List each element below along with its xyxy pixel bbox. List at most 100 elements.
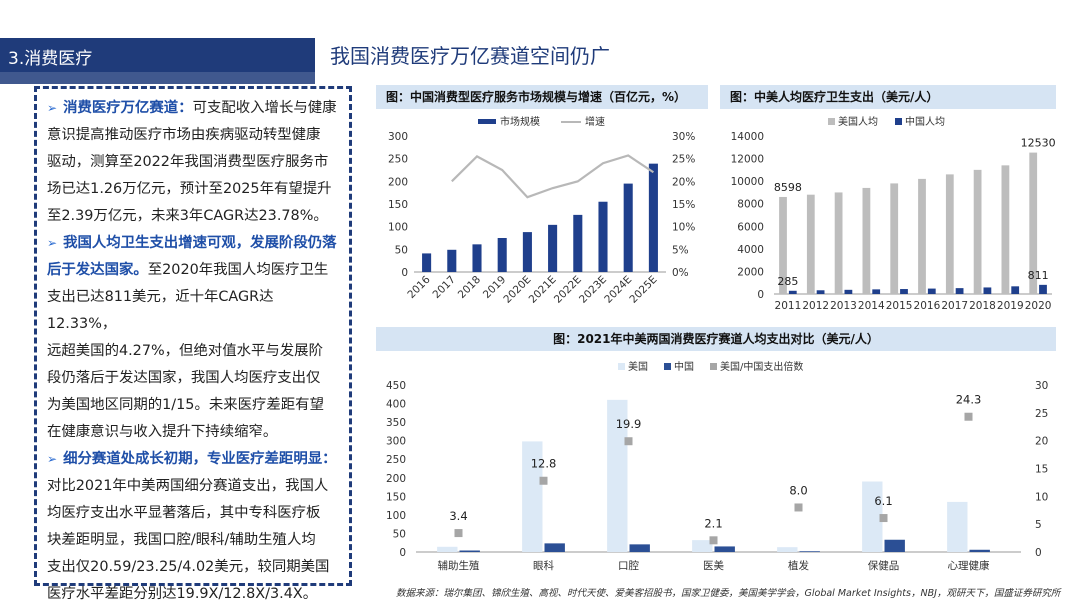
bar <box>573 214 583 272</box>
y2-tick-label: 30% <box>672 131 695 143</box>
legend-label: 美国 <box>628 360 648 373</box>
bar-cn <box>900 289 908 294</box>
bullet-3-highlight: 细分赛道处成长初期，专业医疗差距明显： <box>63 451 337 467</box>
legend-swatch <box>664 363 671 370</box>
bullet-line: 块差距明显，我国口腔/眼科/辅助生殖人均 <box>47 532 316 548</box>
bar-cn <box>983 287 992 294</box>
bar-us <box>607 399 628 552</box>
ratio-label: 19.9 <box>616 417 642 431</box>
ratio-point <box>964 412 973 421</box>
bar <box>648 163 658 272</box>
y2-tick-label: 15% <box>672 199 695 211</box>
x-tick-label: 2014 <box>858 300 885 312</box>
bar-us <box>522 441 543 552</box>
y-tick-label: 250 <box>388 154 408 166</box>
per-capita-svg: 美国人均 中国人均 0 2000 4000 6000 8000 10000 12000 14000… <box>731 115 1056 312</box>
bullet-2: ➢ 我国人均卫生支出增速可观，发展阶段仍落后于发达国家。至2020年我国人均医疗卫… <box>47 230 341 446</box>
bar-cn <box>459 550 480 552</box>
y2-tick-label: 0 <box>1035 547 1042 559</box>
bullet-line: 为美国地区同期的1/15。未来医疗差距有望 <box>47 397 324 413</box>
x-tick-label: 2015 <box>886 300 913 312</box>
bar-us <box>1001 165 1010 294</box>
y2-tick-label: 20 <box>1035 436 1048 448</box>
x-tick-label: 植发 <box>788 559 809 572</box>
bar-cn <box>788 290 797 294</box>
bar <box>623 183 633 272</box>
bar-us <box>692 540 713 552</box>
bar-us <box>834 192 843 294</box>
x-tick-label: 2023E <box>577 274 609 306</box>
x-tick-label: 保健品 <box>868 559 900 572</box>
x-tick-label: 2018 <box>456 274 483 301</box>
x-tick-label: 2017 <box>941 300 968 312</box>
x-tick-label: 辅助生殖 <box>438 559 480 572</box>
y2-tick-label: 5% <box>672 244 689 256</box>
x-tick-label: 2025E <box>627 274 659 306</box>
y-tick-label: 50 <box>393 528 406 540</box>
bar-us <box>862 187 871 294</box>
y2-tick-label: 5 <box>1035 519 1042 531</box>
x-tick-label: 2011 <box>775 300 802 312</box>
bar-cn <box>955 288 964 294</box>
y2-tick-label: 10% <box>672 222 695 234</box>
y-tick-label: 450 <box>386 380 406 392</box>
x-tick-label: 2022E <box>552 274 584 306</box>
ratio-point <box>624 437 633 446</box>
bullet-2-highlight: 我国人均卫生支出增速可观，发展阶段仍落后于发达国家。 <box>47 235 337 278</box>
bar <box>522 232 532 272</box>
arrow-icon: ➢ <box>47 452 58 466</box>
bullet-line: 均医疗支出水平显著落后，其中专科医疗板 <box>47 505 321 521</box>
bar-cn <box>872 289 881 294</box>
section-tab: 3.消费医疗 <box>0 38 315 72</box>
bullet-line: 在健康意识与收入提升下持续缩窄。 <box>47 424 278 440</box>
bullet-line: 可支配收入增长与健康 <box>192 100 337 116</box>
ratio-label: 24.3 <box>956 393 982 407</box>
bullet-line: 驱动，测算至2022年我国消费型医疗服务市 <box>47 154 329 170</box>
x-tick-label: 心理健康 <box>948 559 990 572</box>
y-tick-label: 250 <box>386 454 406 466</box>
bullet-1: ➢ 消费医疗万亿赛道：可支配收入增长与健康 意识提高推动医疗市场由疾病驱动转型健康… <box>47 95 341 230</box>
bar-us <box>777 547 798 552</box>
bar-us <box>862 481 883 552</box>
bar-us <box>973 169 982 294</box>
x-tick-label: 眼科 <box>533 559 554 572</box>
ratio-label: 8.0 <box>789 483 807 497</box>
arrow-icon: ➢ <box>47 236 58 250</box>
section-subbar <box>0 72 315 84</box>
bullet-line: 对比2021年中美两国细分赛道支出，我国人 <box>47 478 329 494</box>
bar <box>497 238 507 272</box>
ratio-point <box>879 514 888 523</box>
y2-tick-label: 15 <box>1035 464 1048 476</box>
x-tick-label: 2018 <box>969 300 996 312</box>
x-tick-label: 口腔 <box>618 559 639 572</box>
bar-us <box>437 546 458 552</box>
bullet-line: 支出仅20.59/23.25/4.02美元，较同期美国 <box>47 559 330 575</box>
bar-cn <box>714 546 735 552</box>
y2-tick-label: 10 <box>1035 491 1048 503</box>
bullet-line: 至2020年我国人均医疗卫生 <box>147 262 329 278</box>
x-tick-label: 2020 <box>1025 300 1052 312</box>
y-tick-label: 200 <box>388 176 408 188</box>
bullet-line: 医疗水平差距分别达19.9X/12.8X/3.4X。 <box>47 586 318 602</box>
y2-tick-label: 25 <box>1035 408 1048 420</box>
x-tick-label: 2013 <box>830 300 857 312</box>
y-tick-label: 2000 <box>737 266 764 278</box>
bar-cn <box>969 549 990 552</box>
ratio-label: 6.1 <box>874 494 892 508</box>
bar-us <box>806 194 815 294</box>
legend-swatch <box>478 119 496 124</box>
bullet-line: 意识提高推动医疗市场由疾病驱动转型健康 <box>47 127 321 143</box>
legend-swatch <box>618 363 625 370</box>
y-tick-label: 0 <box>399 547 406 559</box>
y-tick-label: 300 <box>388 131 408 143</box>
bar <box>472 244 482 272</box>
legend-label: 市场规模 <box>500 115 540 128</box>
y-tick-label: 100 <box>386 510 406 522</box>
bullet-line: 远超美国的4.27%，但绝对值水平与发展阶 <box>47 343 323 359</box>
ratio-point <box>709 536 718 545</box>
bullet-1-highlight: 消费医疗万亿赛道： <box>63 100 193 116</box>
page-title: 我国消费医疗万亿赛道空间仍广 <box>330 44 610 68</box>
y-tick-label: 350 <box>386 417 406 429</box>
chart-title: 图：中美人均医疗卫生支出（美元/人） <box>720 85 1056 109</box>
bar <box>447 249 457 272</box>
